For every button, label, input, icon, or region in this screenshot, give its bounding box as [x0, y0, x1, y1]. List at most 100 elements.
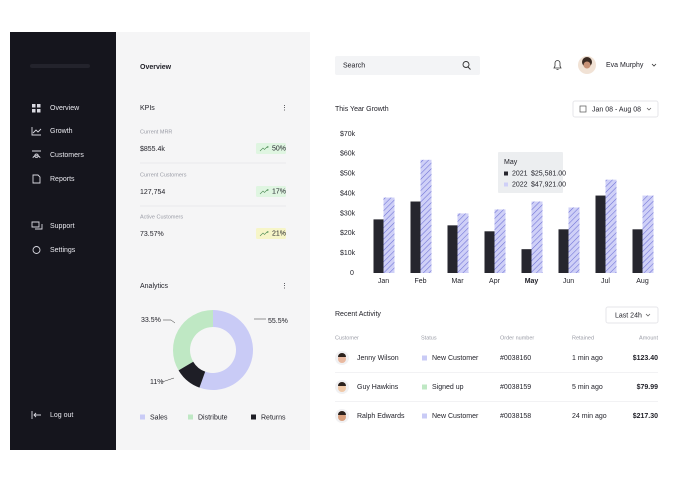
customer-avatar-hair — [338, 353, 346, 357]
customer-name: Jenny Wilson — [357, 355, 399, 362]
bar — [568, 207, 580, 273]
column-header: Customer — [335, 335, 359, 341]
amount: $123.40 — [633, 355, 658, 362]
x-tick-label: Jun — [563, 278, 574, 285]
icon-growth — [31, 127, 42, 136]
y-tick-label: $60k — [340, 151, 356, 158]
bell-icon[interactable] — [553, 60, 562, 70]
x-tick-label: Jul — [601, 278, 610, 285]
kpi-change: 17% — [272, 188, 286, 195]
status-dot — [422, 355, 427, 361]
kpi-menu[interactable]: ⋮ — [281, 105, 288, 112]
search-box[interactable] — [335, 56, 480, 75]
tooltip-series: 2022 — [512, 181, 528, 188]
kpi-title: KPIs — [140, 105, 155, 112]
kpi-arrow — [259, 231, 269, 237]
search-icon[interactable] — [462, 61, 470, 68]
kpi-value: 127,754 — [140, 189, 165, 196]
icon-support — [31, 221, 43, 230]
menu-item[interactable]: Settings — [50, 247, 76, 254]
icon-customers — [32, 150, 41, 159]
date-range: Jan 08 - Aug 08 — [592, 106, 641, 113]
icon-logout — [31, 411, 41, 419]
bar — [494, 209, 506, 273]
kpi-label: Current MRR — [140, 129, 172, 135]
menu-item[interactable]: Growth — [50, 128, 73, 135]
filter-chevron — [645, 313, 651, 317]
bar — [595, 195, 606, 273]
bar — [383, 197, 395, 273]
order-number: #0038159 — [500, 384, 531, 391]
search-icon-handle — [467, 66, 471, 70]
bar — [420, 159, 432, 273]
x-tick-label: May — [525, 278, 539, 285]
amount: $79.99 — [637, 384, 659, 391]
kpi-badge — [256, 186, 286, 197]
legend-label: Returns — [261, 414, 286, 421]
donut-slice — [178, 361, 206, 388]
bar — [457, 213, 469, 273]
amount: $217.30 — [633, 413, 658, 420]
logout[interactable]: Log out — [50, 412, 73, 419]
kpi-value: 73.57% — [140, 231, 164, 238]
donut-slice — [172, 310, 213, 371]
retained: 5 min ago — [572, 384, 603, 391]
y-tick-label: $50k — [340, 171, 356, 178]
sidebar — [10, 32, 116, 450]
retained: 24 min ago — [572, 413, 607, 420]
tooltip-title: May — [504, 159, 518, 166]
legend-swatch — [188, 414, 193, 420]
y-tick-label: $10k — [340, 250, 356, 257]
bar — [373, 219, 384, 273]
x-tick-label: Feb — [414, 278, 426, 285]
kpi-badge — [256, 143, 286, 154]
kpi-arrow — [259, 189, 269, 195]
menu-item[interactable]: Reports — [50, 176, 75, 183]
legend-swatch — [140, 414, 145, 420]
analytics-title: Analytics — [140, 283, 169, 290]
bar — [531, 201, 543, 273]
bar — [642, 195, 654, 273]
bar — [632, 229, 643, 273]
donut-label: 11% — [150, 379, 164, 386]
activity-title: Recent Activity — [335, 311, 381, 318]
retained: 1 min ago — [572, 355, 603, 362]
customer-avatar-hair — [338, 411, 346, 415]
user-chevron[interactable] — [651, 63, 657, 67]
status-dot — [422, 413, 427, 419]
y-tick-label: 0 — [350, 270, 354, 277]
tooltip-value: $47,921.00 — [531, 181, 566, 188]
date-chevron — [646, 107, 652, 111]
sidebar-icons — [31, 104, 43, 419]
tooltip-series: 2021 — [512, 170, 528, 177]
tooltip-swatch — [504, 171, 508, 176]
filter-pill[interactable] — [605, 306, 659, 324]
bar — [410, 201, 421, 273]
date-pill[interactable] — [572, 100, 659, 118]
kpi-change: 21% — [272, 230, 286, 237]
order-number: #0038158 — [500, 413, 531, 420]
menu-item[interactable]: Customers — [50, 152, 84, 159]
x-tick-label: Apr — [489, 278, 501, 285]
donut-leader — [161, 377, 175, 383]
overview-title: Overview — [140, 64, 172, 71]
bar — [484, 231, 495, 273]
status: New Customer — [432, 413, 479, 420]
menu-item[interactable]: Overview — [50, 105, 80, 112]
user-avatar-face — [583, 61, 591, 69]
donut-label: 55.5% — [268, 318, 288, 325]
customer-name: Ralph Edwards — [357, 413, 405, 420]
kpi-value: $855.4k — [140, 146, 165, 153]
column-header: Retained — [572, 335, 594, 341]
legend-swatch — [251, 414, 256, 420]
donut-leader — [163, 319, 176, 324]
x-tick-label: Jan — [378, 278, 389, 285]
menu-item[interactable]: Support — [50, 223, 75, 230]
column-header: Status — [421, 335, 437, 341]
analytics-menu[interactable]: ⋮ — [281, 283, 288, 290]
bar — [558, 229, 569, 273]
legend-label: Distribute — [198, 414, 228, 421]
growth-title: This Year Growth — [335, 106, 389, 113]
